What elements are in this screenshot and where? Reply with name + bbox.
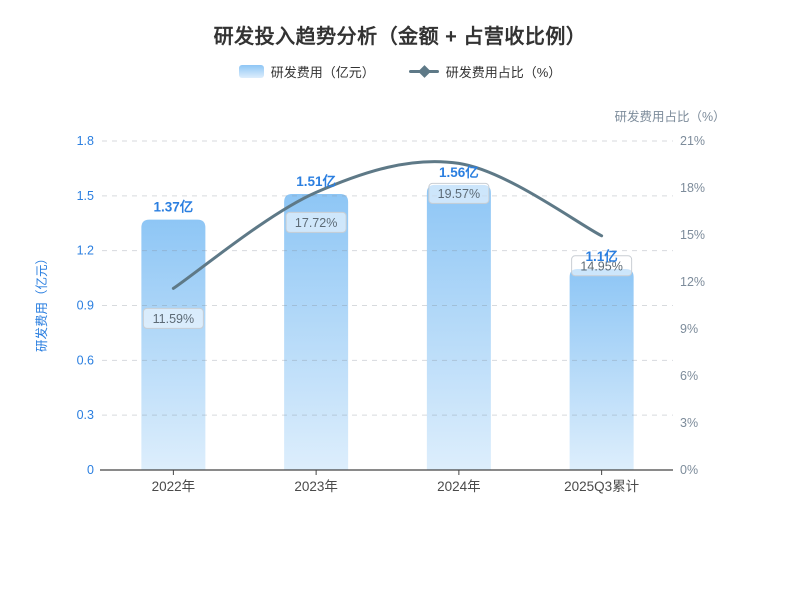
bar-2023年[interactable] <box>284 194 349 470</box>
left-axis-tick-label: 1.2 <box>77 244 94 258</box>
right-axis-tick-label: 6% <box>680 369 698 383</box>
pct-label[interactable]: 11.59% <box>142 307 204 329</box>
bar-value-label: 1.37亿 <box>153 199 193 215</box>
bar-2022年[interactable] <box>141 219 206 470</box>
left-y-axis: 0 0.3 0.6 0.9 1.2 1.5 1.8 研发费用（亿元） <box>34 134 94 477</box>
pct-label[interactable]: 17.72% <box>285 211 347 233</box>
left-axis-tick-label: 0.6 <box>77 353 94 367</box>
right-axis-tick-label: 12% <box>680 275 705 289</box>
legend-bar-label: 研发费用（亿元） <box>270 65 375 80</box>
right-axis-tick-label: 18% <box>680 181 705 195</box>
x-axis-label: 2022年 <box>152 479 196 494</box>
right-y-axis: 0% 3% 6% 9% 12% 15% 18% 21% 研发费用占比（%） <box>614 109 725 477</box>
bar-2024年[interactable] <box>426 184 491 470</box>
left-axis-tick-label: 1.5 <box>77 189 94 203</box>
right-axis-tick-label: 0% <box>680 463 698 477</box>
left-axis-tick-label: 0 <box>87 463 94 477</box>
legend-item-bar-series[interactable]: 研发费用（亿元） <box>238 62 375 81</box>
right-axis-tick-label: 9% <box>680 322 698 336</box>
left-axis-tick-label: 0.9 <box>77 299 94 313</box>
right-axis-tick-label: 15% <box>680 228 705 242</box>
right-axis-tick-label: 3% <box>680 416 698 430</box>
svg-text:11.59%: 11.59% <box>153 312 194 326</box>
svg-text:19.57%: 19.57% <box>438 187 480 201</box>
svg-text:17.72%: 17.72% <box>295 216 337 230</box>
x-axis-label: 2024年 <box>437 479 481 494</box>
bar-value-label: 1.1亿 <box>585 248 617 264</box>
bar-value-labels: 1.37亿 1.51亿 1.56亿 1.1亿 <box>153 164 617 264</box>
pct-label[interactable]: 14.95% <box>571 255 633 277</box>
svg-text:14.95%: 14.95% <box>580 259 622 273</box>
legend-line-label: 研发费用占比（%） <box>445 65 562 80</box>
bar-2025Q3累计[interactable] <box>569 268 634 470</box>
chart-legend: 研发费用（亿元） 研发费用占比（%） <box>0 62 800 81</box>
bar-value-label: 1.51亿 <box>296 173 336 189</box>
right-axis-title: 研发费用占比（%） <box>614 109 725 124</box>
chart-title: 研发投入趋势分析（金额 + 占营收比例） <box>213 26 587 48</box>
x-axis-label: 2025Q3累计 <box>564 479 639 494</box>
line-series-diamond-icon <box>408 65 439 78</box>
x-axis-label: 2023年 <box>294 479 338 494</box>
bar-value-label: 1.56亿 <box>439 164 479 180</box>
bar-series-swatch-icon <box>238 65 264 78</box>
trend-line[interactable] <box>171 160 604 290</box>
left-axis-tick-label: 0.3 <box>77 408 94 422</box>
pct-labels: 11.59% 17.72% 19.57% 14.95% <box>142 182 633 329</box>
left-axis-title: 研发费用（亿元） <box>34 252 49 352</box>
right-axis-tick-label: 21% <box>680 134 705 148</box>
x-axis: 2022年 2023年 2024年 2025Q3累计 <box>100 469 673 494</box>
legend-item-line-series[interactable]: 研发费用占比（%） <box>408 62 562 81</box>
pct-label[interactable]: 19.57% <box>428 182 490 204</box>
bar-series <box>141 184 634 470</box>
left-axis-tick-label: 1.8 <box>77 134 94 148</box>
